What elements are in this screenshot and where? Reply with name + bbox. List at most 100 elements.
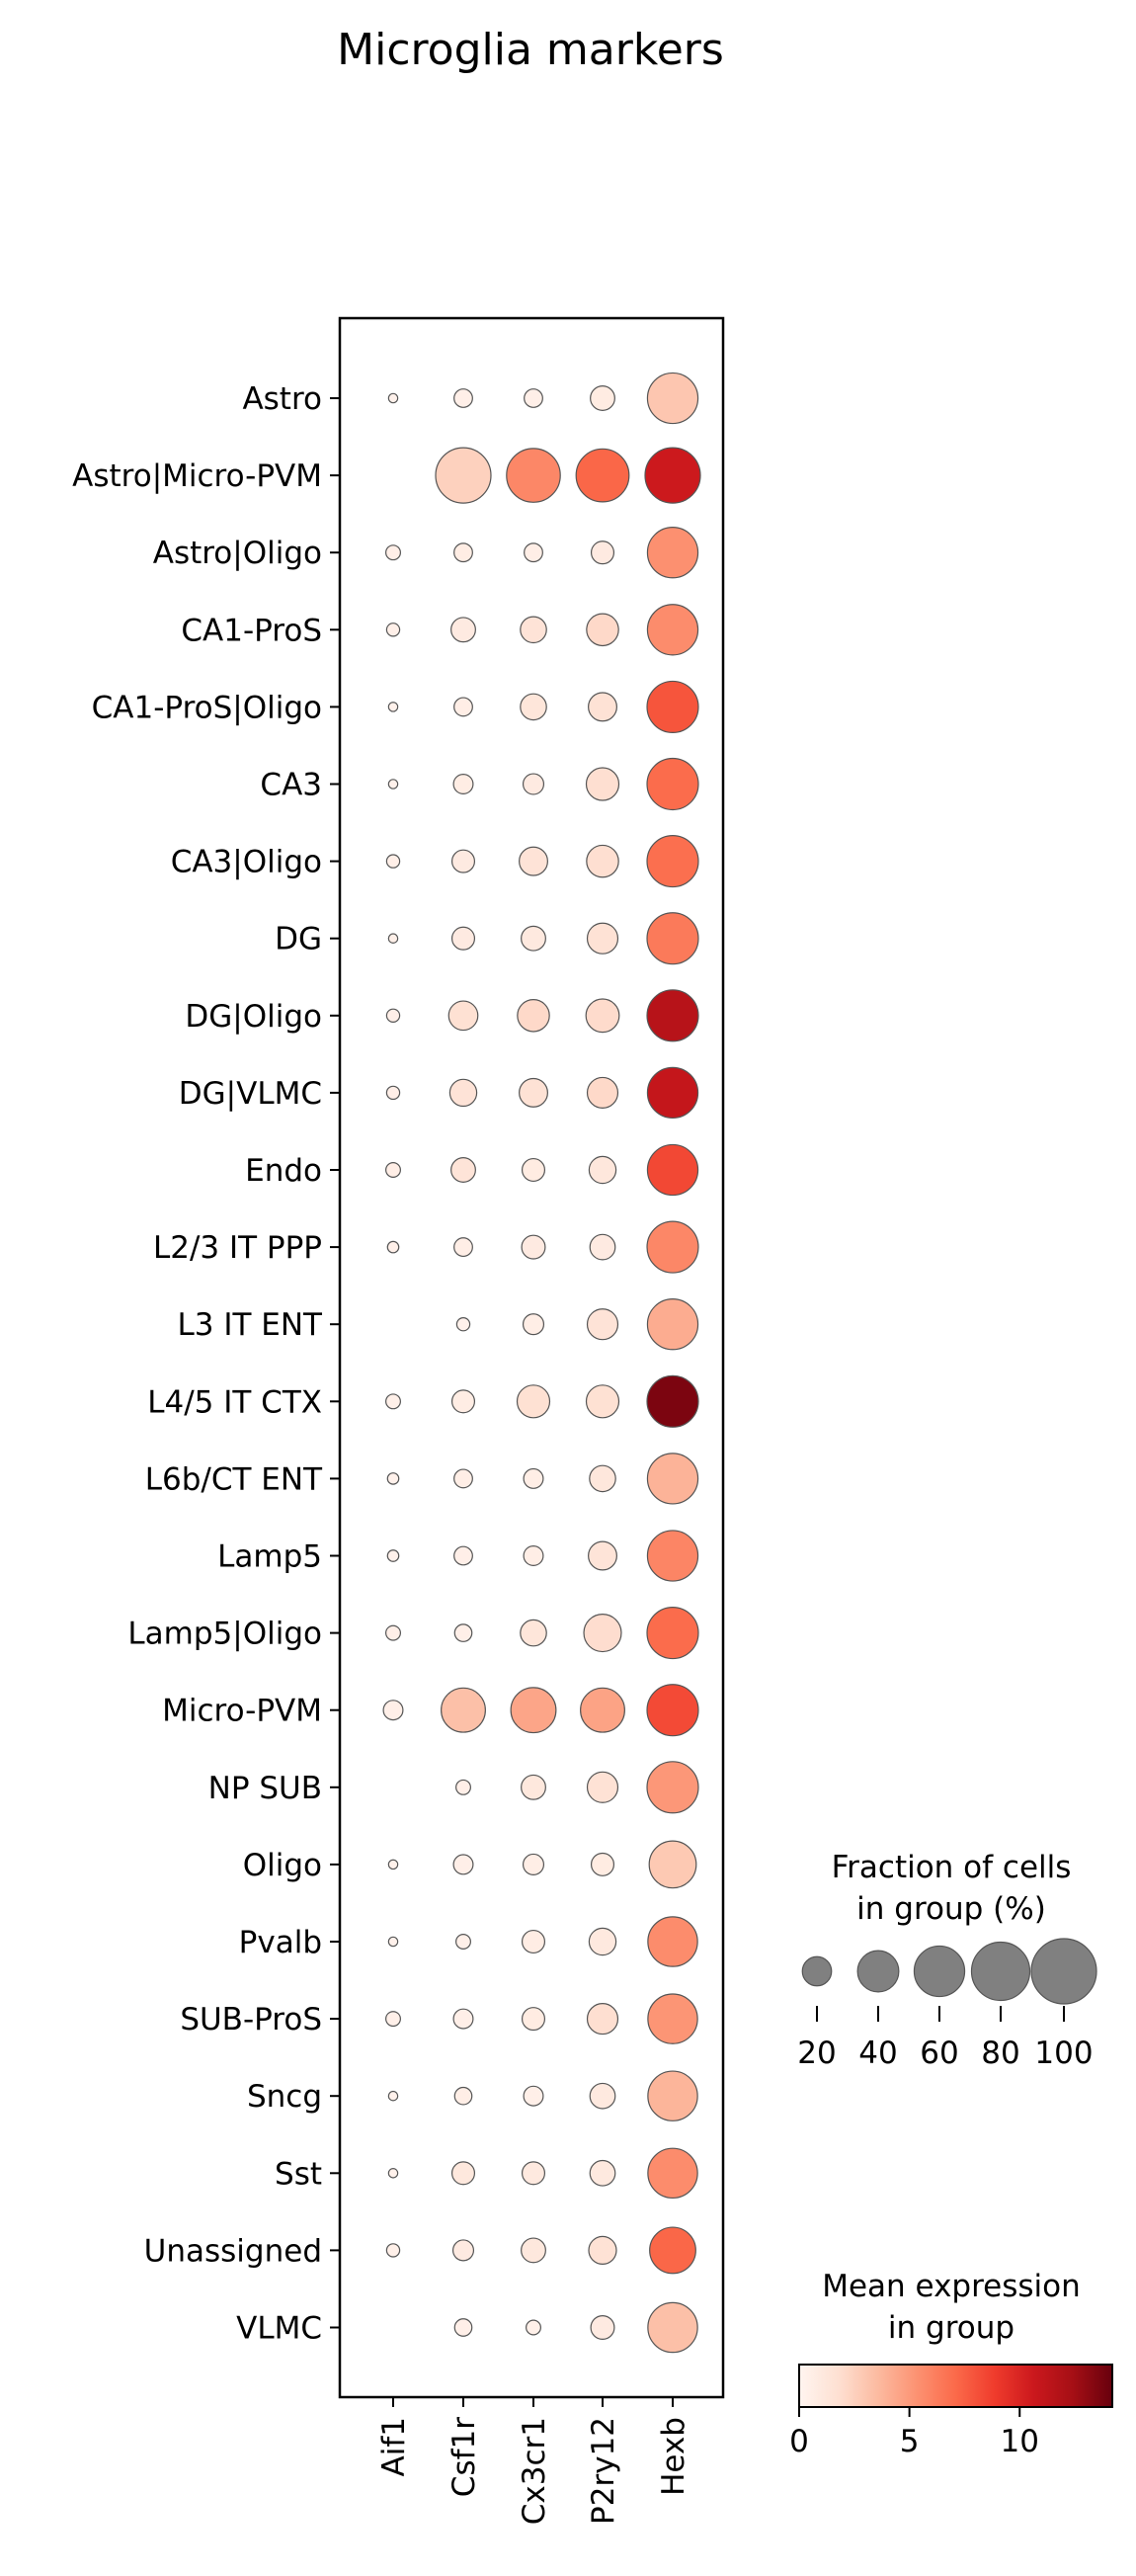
- color-legend-title-line1: Mean expression: [822, 2269, 1081, 2304]
- dot-CA3|Oligo-Hexb: [646, 835, 699, 888]
- dot-Unassigned-Csf1r: [451, 2239, 475, 2262]
- dot-L2/3 IT PPP-Cx3cr1: [521, 1234, 546, 1260]
- colorbar-tick-label: 0: [789, 2424, 809, 2459]
- dot-Astro-P2ry12: [590, 385, 615, 411]
- dot-DG|VLMC-Cx3cr1: [519, 1077, 548, 1108]
- y-tick-label: L2/3 IT PPP: [153, 1230, 322, 1266]
- y-tick-label: Pvalb: [239, 1925, 322, 1960]
- colorbar: [798, 2364, 1113, 2408]
- dot-SUB-ProS-Csf1r: [452, 2008, 474, 2030]
- y-tick-label: L4/5 IT CTX: [147, 1384, 322, 1420]
- dot-CA1-ProS-Csf1r: [450, 617, 476, 643]
- dot-SUB-ProS-Cx3cr1: [521, 2007, 546, 2032]
- dot-VLMC-Hexb: [647, 2301, 698, 2354]
- dot-L3 IT ENT-Cx3cr1: [522, 1313, 545, 1336]
- dot-Unassigned-Aif1: [385, 2243, 401, 2258]
- size-legend-label: 40: [858, 2036, 897, 2071]
- y-tick-label: Lamp5: [217, 1539, 322, 1575]
- color-legend-title-line2: in group: [888, 2310, 1014, 2346]
- dot-Sst-Aif1: [387, 2168, 399, 2179]
- y-tick-label: Endo: [245, 1153, 322, 1189]
- dot-Endo-Aif1: [385, 1162, 401, 1178]
- dot-Oligo-Cx3cr1: [522, 1853, 545, 1875]
- y-tick-label: Astro|Oligo: [153, 536, 322, 571]
- dot-CA3-Csf1r: [452, 773, 474, 794]
- y-tick-label: CA1-ProS: [181, 613, 322, 648]
- dot-CA1-ProS-Cx3cr1: [520, 616, 547, 644]
- dot-L3 IT ENT-Csf1r: [455, 1316, 471, 1332]
- dot-Sncg-Cx3cr1: [523, 2085, 544, 2107]
- dot-CA3-Aif1: [387, 779, 399, 789]
- dot-Unassigned-Cx3cr1: [521, 2237, 546, 2264]
- size-legend-label: 60: [920, 2036, 958, 2071]
- dot-Oligo-Aif1: [387, 1859, 399, 1870]
- dot-Lamp5|Oligo-Csf1r: [453, 1623, 473, 1642]
- dot-Oligo-Csf1r: [452, 1854, 474, 1875]
- dot-Micro-PVM-P2ry12: [580, 1687, 625, 1733]
- dot-Sst-Hexb: [647, 2147, 698, 2200]
- dot-DG|VLMC-Hexb: [646, 1066, 699, 1120]
- dot-L3 IT ENT-Hexb: [646, 1298, 699, 1351]
- y-tick-label: VLMC: [236, 2311, 322, 2347]
- dot-Micro-PVM-Cx3cr1: [510, 1687, 557, 1734]
- dot-CA3|Oligo-Aif1: [385, 854, 401, 869]
- dot-Astro-Hexb: [646, 372, 699, 425]
- dot-Astro|Oligo-Csf1r: [453, 542, 473, 563]
- dot-NP SUB-P2ry12: [586, 1771, 619, 1803]
- dot-DG|VLMC-P2ry12: [586, 1076, 619, 1109]
- dot-VLMC-P2ry12: [590, 2315, 615, 2341]
- gene-labels: Aif1 Csf1r Cx3cr1 P2ry12 Hexb: [376, 2397, 691, 2525]
- dot-Pvalb-Hexb: [647, 1916, 698, 1967]
- y-tick-label: L3 IT ENT: [178, 1307, 324, 1343]
- dot-L2/3 IT PPP-Csf1r: [453, 1237, 473, 1258]
- dot-VLMC-Cx3cr1: [526, 2319, 541, 2336]
- dot-DG-Csf1r: [450, 926, 476, 951]
- dot-Sst-P2ry12: [589, 2159, 616, 2187]
- color-legend: Mean expression in group 0 5 10: [789, 2269, 1113, 2459]
- dot-DG|Oligo-Csf1r: [447, 1000, 479, 1032]
- y-tick-label: DG|VLMC: [179, 1076, 322, 1112]
- dot-CA1-ProS-Aif1: [385, 623, 401, 637]
- dot-Micro-PVM-Csf1r: [441, 1687, 486, 1733]
- dot-L6b/CT ENT-Aif1: [386, 1472, 400, 1485]
- dot-L4/5 IT CTX-Hexb: [646, 1374, 699, 1428]
- size-legend-title-line2: in group (%): [856, 1891, 1046, 1927]
- dot-CA3-Cx3cr1: [522, 773, 545, 795]
- dot-NP SUB-Csf1r: [455, 1779, 471, 1795]
- dot-Lamp5-Aif1: [386, 1549, 400, 1562]
- dot-CA3|Oligo-Csf1r: [450, 849, 476, 873]
- dot-Astro|Micro-PVM-Csf1r: [435, 447, 492, 504]
- dot-Lamp5-P2ry12: [588, 1540, 617, 1571]
- dot-Endo-P2ry12: [588, 1155, 617, 1185]
- dot-Sncg-Hexb: [647, 2070, 698, 2121]
- dot-Endo-Cx3cr1: [521, 1157, 546, 1183]
- dot-L4/5 IT CTX-Aif1: [385, 1393, 401, 1410]
- dot-CA1-ProS-P2ry12: [586, 613, 619, 647]
- y-tick-label: Astro: [242, 381, 322, 417]
- size-legend-title-line1: Fraction of cells: [832, 1850, 1072, 1885]
- size-legend: Fraction of cells in group (%) 20 40 60 80 1…: [797, 1850, 1097, 2071]
- dot-Astro|Oligo-P2ry12: [590, 540, 615, 565]
- dot-NP SUB-Cx3cr1: [521, 1774, 546, 1800]
- dot-L6b/CT ENT-Cx3cr1: [523, 1467, 544, 1489]
- dot-DG-Cx3cr1: [521, 925, 546, 952]
- dot-DG|Oligo-P2ry12: [585, 998, 620, 1034]
- x-tick-label: Cx3cr1: [517, 2417, 552, 2525]
- size-legend-label: 100: [1034, 2036, 1093, 2071]
- dot-CA1-ProS|Oligo-P2ry12: [588, 692, 617, 722]
- dot-Pvalb-Cx3cr1: [521, 1929, 546, 1954]
- size-legend-dot: [970, 1941, 1031, 2002]
- dot-CA3|Oligo-Cx3cr1: [519, 846, 548, 876]
- dot-L6b/CT ENT-P2ry12: [589, 1464, 616, 1493]
- group-labels: Astro Astro|Micro-PVM Astro|Oligo CA1-ProS C…: [72, 381, 340, 2347]
- size-legend-dot: [856, 1950, 900, 1993]
- dot-CA1-ProS-Hexb: [646, 604, 699, 656]
- dot-L2/3 IT PPP-Hexb: [646, 1220, 699, 1274]
- dot-Unassigned-Hexb: [649, 2226, 696, 2275]
- y-tick-label: Lamp5|Oligo: [127, 1617, 322, 1652]
- dot-Endo-Hexb: [646, 1143, 699, 1197]
- y-tick-label: NP SUB: [208, 1771, 322, 1806]
- dot-L4/5 IT CTX-Cx3cr1: [516, 1384, 551, 1419]
- dot-DG|Oligo-Aif1: [385, 1008, 401, 1024]
